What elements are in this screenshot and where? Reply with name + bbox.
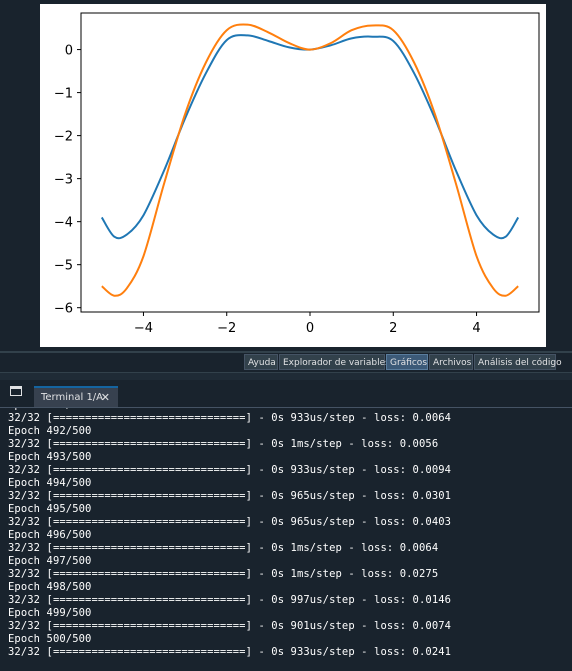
terminal-tab-label: Terminal 1/A <box>41 392 104 403</box>
x-tick-label: 2 <box>389 321 397 336</box>
line-chart: −4 −2 0 2 4 0 −1 −2 −3 −4 −5 −6 <box>54 12 540 336</box>
console-options-icon[interactable] <box>10 386 22 396</box>
tab-terminal[interactable]: Terminal 1/A ✕ <box>34 386 118 408</box>
console-line: 32/32 [==============================] -… <box>8 646 452 658</box>
y-tick-label: −6 <box>54 302 73 317</box>
x-axis: −4 −2 0 2 4 <box>134 312 481 336</box>
console-divider <box>0 407 572 408</box>
y-axis: 0 −1 −2 −3 −4 −5 −6 <box>54 44 81 317</box>
console-line: 32/32 [==============================] -… <box>8 412 452 424</box>
console-line: Epoch 500/500 <box>8 633 92 645</box>
series-line-1 <box>100 34 520 240</box>
pane-splitter[interactable] <box>0 372 572 381</box>
plots-pane-tabbar: Ayuda Explorador de variables Gráficos A… <box>0 353 572 372</box>
console-line: 32/32 [==============================] -… <box>8 438 439 450</box>
x-tick-label: −4 <box>134 321 153 336</box>
y-tick-label: −3 <box>54 173 73 188</box>
console-line: 32/32 [==============================] -… <box>8 568 439 580</box>
console-line: 32/32 [==============================] -… <box>8 542 439 554</box>
console-line: 32/32 [==============================] -… <box>8 490 452 502</box>
console-line: 32/32 [==============================] -… <box>8 516 452 528</box>
console-tabbar: Terminal 1/A ✕ <box>0 380 572 408</box>
tab-explorador-de-variables[interactable]: Explorador de variables <box>279 354 390 370</box>
console-line: Epoch 492/500 <box>8 425 92 437</box>
tab-archivos[interactable]: Archivos <box>429 354 473 370</box>
y-tick-label: −2 <box>54 130 73 145</box>
plot-area-frame <box>80 12 540 313</box>
y-tick-label: 0 <box>65 44 73 59</box>
console-line: 32/32 [==============================] -… <box>8 464 452 476</box>
console-line: Epoch 493/500 <box>8 451 92 463</box>
plot-lines <box>100 23 520 297</box>
tab-ayuda[interactable]: Ayuda <box>244 354 278 370</box>
console-line: Epoch 497/500 <box>8 555 92 567</box>
console-line: Epoch 491/500 <box>8 408 451 412</box>
console-line: Epoch 499/500 <box>8 607 92 619</box>
close-icon[interactable]: ✕ <box>100 391 110 404</box>
tab-graficos[interactable]: Gráficos <box>386 354 428 370</box>
pane-divider[interactable] <box>0 351 572 353</box>
plots-pane: −4 −2 0 2 4 0 −1 −2 −3 −4 −5 −6 <box>40 4 546 347</box>
console-line: Epoch 496/500 <box>8 529 92 541</box>
plot-image[interactable]: −4 −2 0 2 4 0 −1 −2 −3 −4 −5 −6 <box>40 4 546 347</box>
console-line: 32/32 [==============================] -… <box>8 620 452 632</box>
console-line: 32/32 [==============================] -… <box>8 594 452 606</box>
console-line: Epoch 494/500 <box>8 477 92 489</box>
y-tick-label: −4 <box>54 216 73 231</box>
console-line: Epoch 495/500 <box>8 503 92 515</box>
console-line: Epoch 498/500 <box>8 581 92 593</box>
x-tick-label: 0 <box>306 321 314 336</box>
x-tick-label: −2 <box>217 321 236 336</box>
x-tick-label: 4 <box>472 321 480 336</box>
tab-analisis-del-codigo[interactable]: Análisis del código <box>474 354 562 370</box>
series-line-2 <box>101 23 519 297</box>
y-tick-label: −1 <box>54 87 73 102</box>
y-tick-label: −5 <box>54 259 73 274</box>
